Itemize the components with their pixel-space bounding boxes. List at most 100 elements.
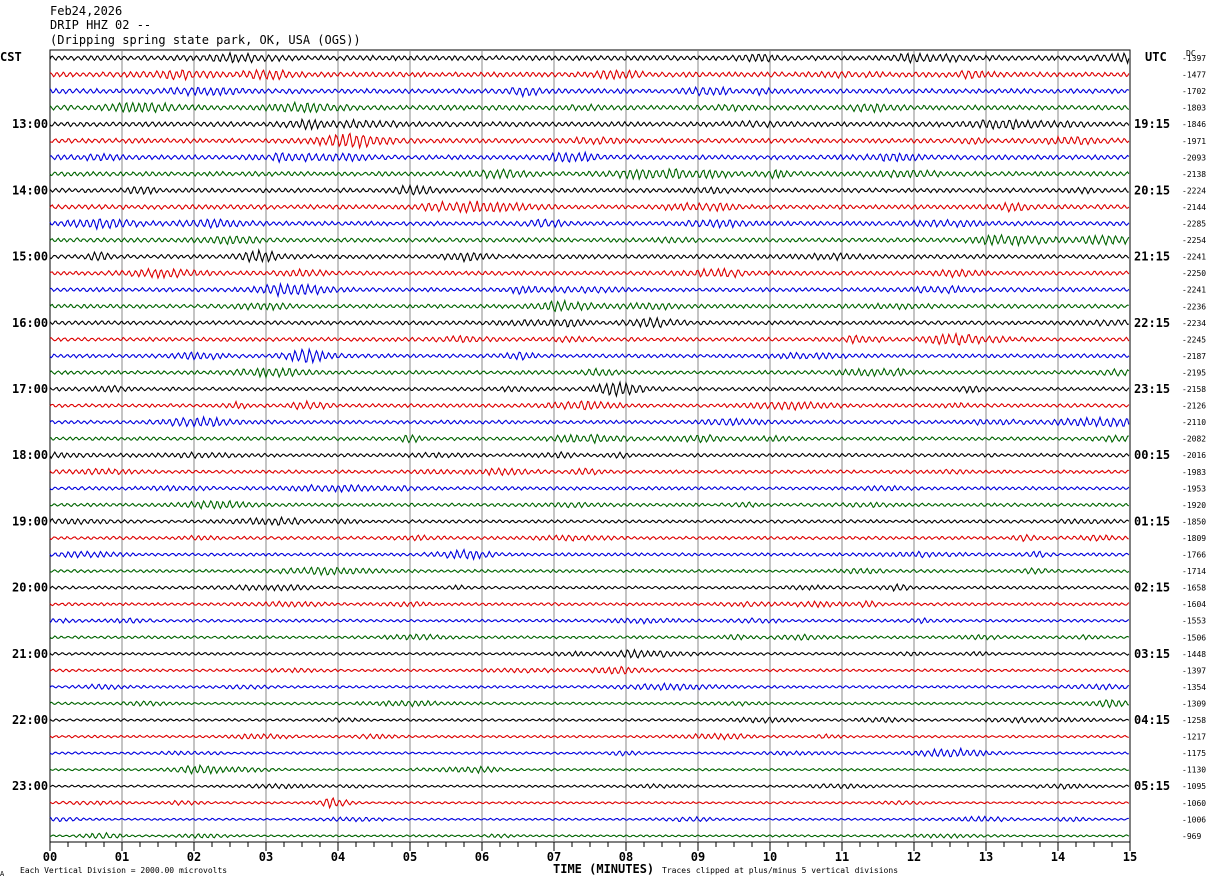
seismic-trace xyxy=(49,499,1130,510)
seismic-trace xyxy=(49,399,1130,412)
dc-offset-label: -1309 xyxy=(1182,699,1206,708)
location-label: (Dripping spring state park, OK, USA (OG… xyxy=(50,33,361,47)
seismic-trace xyxy=(49,831,1130,840)
dc-offset-label: -2016 xyxy=(1182,451,1206,460)
seismic-trace xyxy=(49,150,1130,164)
seismic-trace xyxy=(49,566,1130,577)
dc-offset-label: -2245 xyxy=(1182,335,1206,344)
seismic-trace xyxy=(49,380,1130,398)
dc-offset-label: -1354 xyxy=(1182,683,1206,692)
seismic-trace xyxy=(49,331,1130,346)
cst-hour-label: 15:00 xyxy=(12,250,48,264)
utc-hour-label: 02:15 xyxy=(1134,581,1170,595)
dc-offset-label: -2082 xyxy=(1182,435,1206,444)
x-tick-label: 03 xyxy=(259,850,273,864)
utc-hour-label: 22:15 xyxy=(1134,316,1170,330)
seismic-trace xyxy=(49,716,1130,724)
plot-frame xyxy=(49,49,1131,843)
dc-offset-label: -1766 xyxy=(1182,551,1206,560)
dc-offset-label: -2187 xyxy=(1182,352,1206,361)
seismic-trace xyxy=(49,347,1130,365)
cst-hour-label: 18:00 xyxy=(12,448,48,462)
seismic-trace xyxy=(49,466,1129,477)
cst-hour-label: 22:00 xyxy=(12,713,48,727)
seismic-trace xyxy=(49,746,1129,758)
seismic-trace xyxy=(49,366,1130,380)
x-tick-label: 05 xyxy=(403,850,417,864)
x-tick-label: 01 xyxy=(115,850,129,864)
seismic-trace xyxy=(49,483,1130,494)
utc-axis-title: UTC xyxy=(1145,50,1167,64)
seismic-trace xyxy=(49,617,1130,625)
dc-offset-label: -1983 xyxy=(1182,468,1206,477)
utc-hour-label: 20:15 xyxy=(1134,183,1170,197)
seismic-trace xyxy=(49,117,1130,131)
dc-offset-label: -1506 xyxy=(1182,633,1206,642)
x-tick-label: 12 xyxy=(907,850,921,864)
x-tick-label: 08 xyxy=(619,850,633,864)
x-tick-label: 14 xyxy=(1051,850,1065,864)
dc-offset-label: -2285 xyxy=(1182,220,1206,229)
seismic-trace xyxy=(49,815,1129,823)
cst-hour-label: 19:00 xyxy=(12,514,48,528)
seismic-trace xyxy=(49,85,1130,99)
seismic-trace xyxy=(49,698,1130,709)
x-tick-label: 10 xyxy=(763,850,777,864)
seismic-trace xyxy=(49,167,1130,181)
station-label: DRIP HHZ 02 -- xyxy=(50,18,152,32)
cst-hour-label: 14:00 xyxy=(12,183,48,197)
x-tick-label: 15 xyxy=(1123,850,1137,864)
cst-hour-label: 21:00 xyxy=(12,647,48,661)
seismic-trace xyxy=(49,433,1129,445)
x-tick-label: 07 xyxy=(547,850,561,864)
seismic-trace xyxy=(49,267,1130,280)
dc-offset-label: -1477 xyxy=(1182,71,1206,80)
cst-axis-title: CST xyxy=(0,50,22,64)
dc-offset-label: -1258 xyxy=(1182,716,1206,725)
cst-hour-label: 17:00 xyxy=(12,382,48,396)
seismic-trace xyxy=(49,763,1130,776)
dc-offset-label: -2093 xyxy=(1182,153,1206,162)
seismic-trace xyxy=(49,633,1130,641)
seismic-trace xyxy=(49,183,1129,196)
seismic-trace xyxy=(49,298,1129,313)
dc-offset-label: -1920 xyxy=(1182,501,1206,510)
dc-offset-label: -1803 xyxy=(1182,104,1206,113)
seismic-trace xyxy=(49,796,1130,810)
dc-offset-label: -2158 xyxy=(1182,385,1206,394)
clip-note: Traces clipped at plus/minus 5 vertical … xyxy=(662,866,899,875)
seismic-trace xyxy=(49,248,1130,264)
seismic-trace xyxy=(49,281,1130,299)
utc-hour-label: 23:15 xyxy=(1134,382,1170,396)
dc-offset-label: -1604 xyxy=(1182,600,1206,609)
dc-offset-label: -2144 xyxy=(1182,203,1206,212)
dc-offset-label: -2241 xyxy=(1182,286,1206,295)
seismic-trace xyxy=(49,316,1130,329)
seismic-trace xyxy=(49,100,1130,114)
x-tick-label: 09 xyxy=(691,850,705,864)
utc-hour-label: 03:15 xyxy=(1134,647,1170,661)
seismic-trace xyxy=(49,450,1130,460)
seismic-trace xyxy=(49,199,1130,215)
cst-hour-label: 16:00 xyxy=(12,316,48,330)
dc-offset-label: -2224 xyxy=(1182,186,1206,195)
dc-offset-label: -1658 xyxy=(1182,584,1206,593)
dc-offset-label: -969 xyxy=(1182,832,1201,841)
seismic-trace xyxy=(49,682,1130,692)
dc-offset-label: -1971 xyxy=(1182,137,1206,146)
dc-offset-label: -2110 xyxy=(1182,418,1206,427)
seismic-trace xyxy=(49,648,1130,659)
dc-offset-label: -1702 xyxy=(1182,87,1206,96)
seismic-trace xyxy=(49,68,1130,82)
seismic-trace xyxy=(49,132,1130,150)
dc-offset-label: -1953 xyxy=(1182,484,1206,493)
seismic-trace xyxy=(49,732,1129,741)
cst-hour-label: 23:00 xyxy=(12,779,48,793)
seismic-trace xyxy=(49,599,1130,609)
cst-hour-label: 20:00 xyxy=(12,581,48,595)
dc-offset-label: -1060 xyxy=(1182,799,1206,808)
dc-offset-label: -2236 xyxy=(1182,302,1206,311)
seismic-trace xyxy=(49,50,1130,65)
x-tick-label: 02 xyxy=(187,850,201,864)
